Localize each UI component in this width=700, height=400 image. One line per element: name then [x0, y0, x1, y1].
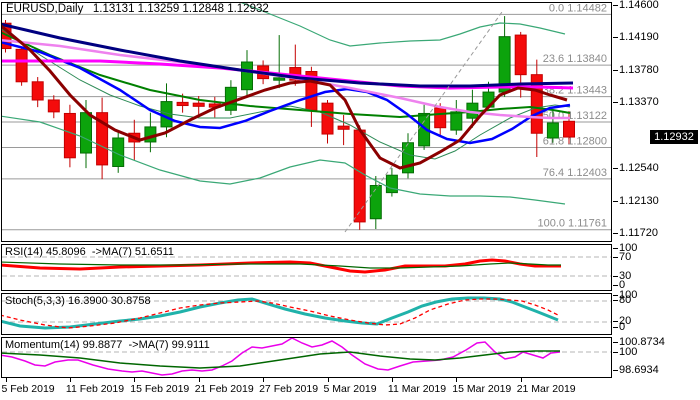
momentum-axis-label: 98.6934 — [619, 364, 659, 376]
axis-tick-mark — [613, 5, 618, 6]
date-tick-mark — [134, 378, 136, 382]
axis-tick-mark — [613, 232, 618, 234]
date-tick-mark — [327, 378, 329, 382]
date-axis-label: 5 Feb 2019 — [1, 383, 55, 395]
price-axis-label: 1.13780 — [619, 63, 659, 76]
date-axis-label: 27 Feb 2019 — [259, 383, 319, 395]
axis-tick-mark — [613, 285, 618, 286]
stoch-axis-label: 20 — [619, 315, 632, 327]
rsi-indicator-label: RSI(14) 45.8096 ->MA(7) 51.6511 — [5, 246, 174, 258]
momentum-indicator-label: Momentum(14) 99.8877 ->MA(7) 99.9111 — [5, 339, 210, 351]
axis-tick-mark — [613, 37, 618, 39]
date-tick-mark — [263, 378, 265, 382]
rsi-axis-label: 100 — [619, 242, 638, 254]
price-axis-label: 1.12540 — [619, 162, 659, 175]
price-axis-label: 1.11720 — [619, 226, 658, 239]
momentum-axis-label: 100 — [619, 346, 638, 358]
date-axis-label: 15 Mar 2019 — [452, 383, 512, 395]
rsi-axis-label: 0 — [619, 279, 626, 291]
rsi-axis-label: 70 — [619, 251, 632, 263]
axis-tick-mark — [613, 276, 618, 277]
stochastic-indicator-label: Stoch(5,3,3) 16.3900 30.8758 — [5, 295, 151, 307]
chart-title-ohlc: EURUSD,Daily 1.13131 1.13259 1.12848 1.1… — [6, 3, 269, 15]
axis-tick-mark — [613, 168, 618, 170]
momentum-axis-label: 100.8734 — [619, 336, 665, 348]
current-price-badge: 1.12932 — [650, 130, 698, 145]
date-tick-mark — [198, 378, 200, 382]
axis-tick-mark — [613, 370, 618, 371]
axis-tick-mark — [613, 200, 618, 202]
axis-tick-mark — [613, 295, 618, 296]
date-tick-mark — [5, 378, 7, 382]
axis-tick-mark — [613, 352, 618, 353]
date-axis-label: 15 Feb 2019 — [130, 383, 190, 395]
stoch-axis-label: 80 — [619, 294, 632, 306]
date-tick-mark — [456, 378, 458, 382]
axis-tick-mark — [613, 69, 618, 71]
date-tick-mark — [520, 378, 522, 382]
axis-tick-mark — [613, 342, 618, 343]
stoch-axis-label: 0 — [619, 321, 626, 333]
price-axis-label: 1.13370 — [619, 96, 659, 109]
date-axis-label: 5 Mar 2019 — [323, 383, 377, 395]
price-axis-label: 1.14190 — [619, 31, 659, 44]
axis-tick-mark — [613, 102, 618, 104]
axis-tick-mark — [613, 248, 618, 249]
rsi-axis-label: 30 — [619, 270, 632, 282]
price-axis-label: 1.14600 — [619, 0, 659, 11]
date-axis-label: 11 Mar 2019 — [387, 383, 447, 395]
date-axis-label: 21 Mar 2019 — [516, 383, 576, 395]
date-axis-label: 11 Feb 2019 — [65, 383, 125, 395]
date-tick-mark — [69, 378, 71, 382]
axis-tick-mark — [613, 300, 618, 301]
axis-tick-mark — [613, 321, 618, 322]
date-tick-mark — [391, 378, 393, 382]
axis-tick-mark — [613, 327, 618, 328]
stoch-axis-label: 100 — [619, 289, 638, 301]
date-axis-label: 21 Feb 2019 — [194, 383, 254, 395]
price-axis-label: 1.12130 — [619, 194, 659, 207]
axis-tick-mark — [613, 257, 618, 258]
main-chart-panel[interactable] — [1, 2, 612, 242]
